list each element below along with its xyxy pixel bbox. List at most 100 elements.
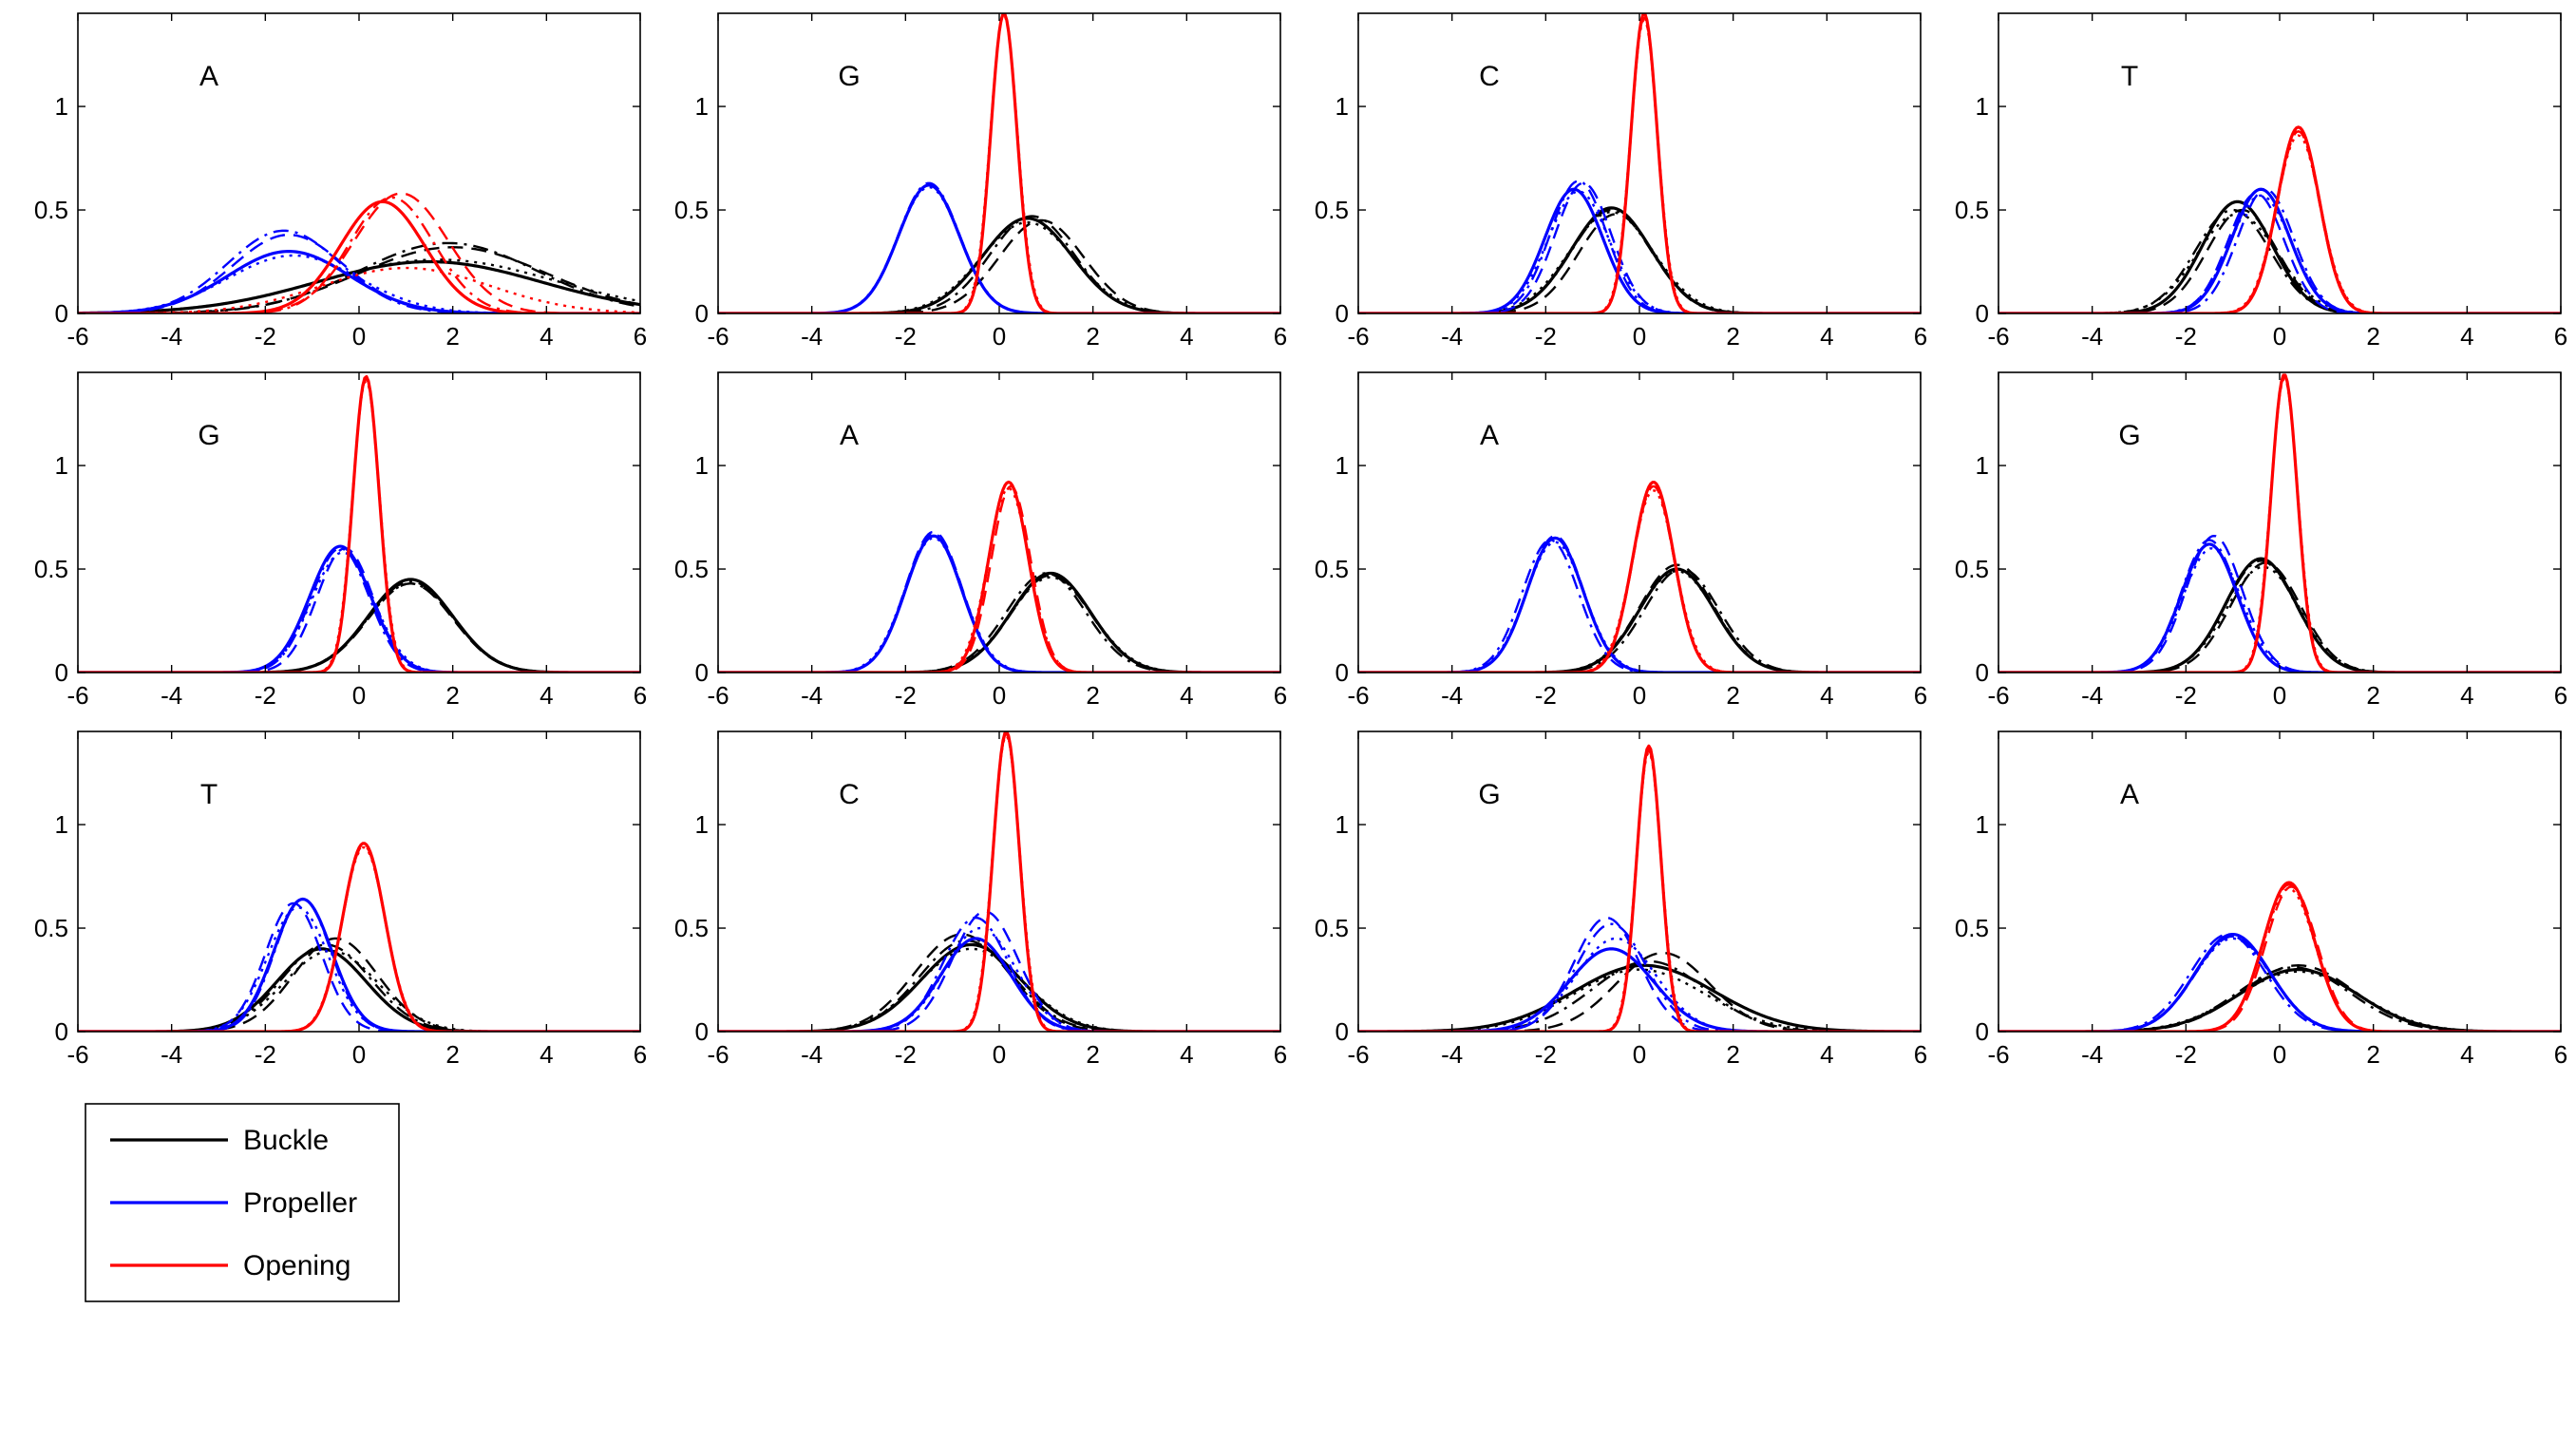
series-opening-dashed: [1998, 373, 2561, 673]
x-tick-label: 6: [1274, 322, 1287, 351]
panel-label: A: [199, 61, 218, 92]
panel-label: G: [838, 61, 860, 92]
subplot-8: -6 -4 -2 0 2 4 6 0 0.5 1 G: [1955, 371, 2567, 710]
x-tick-label: -2: [255, 681, 276, 710]
y-tick-label: 1: [55, 92, 68, 121]
y-tick-label: 0: [55, 1017, 68, 1046]
x-tick-label: -2: [2175, 1040, 2197, 1069]
series-propeller-dashed: [78, 234, 640, 313]
x-tick-label: 6: [634, 322, 647, 351]
series-buckle-dashdot: [1998, 208, 2561, 313]
x-tick-label: -6: [707, 681, 729, 710]
series-opening-dashed: [1998, 885, 2561, 1032]
series-propeller-dotted: [718, 537, 1280, 673]
x-tick-label: 6: [1274, 681, 1287, 710]
x-tick-label: 0: [993, 322, 1006, 351]
series-propeller-dotted: [1998, 547, 2561, 673]
series-buckle-dotted: [1358, 968, 1921, 1032]
x-tick-label: -6: [1347, 681, 1369, 710]
subplot-7: -6 -4 -2 0 2 4 6 0 0.5 1 A: [1315, 371, 1927, 710]
x-tick-label: -2: [895, 681, 917, 710]
x-tick-label: -2: [2175, 681, 2197, 710]
subplot-3: -6 -4 -2 0 2 4 6 0 0.5 1 C: [1315, 12, 1927, 351]
x-tick-label: 0: [1633, 322, 1646, 351]
x-tick-label: 6: [1914, 1040, 1927, 1069]
series-buckle-dashdot: [1358, 208, 1921, 313]
x-tick-label: 4: [2460, 322, 2473, 351]
x-tick-label: 2: [1726, 1040, 1739, 1069]
y-tick-label: 1: [1976, 92, 1989, 121]
x-tick-label: -4: [801, 1040, 823, 1069]
series-propeller-dotted: [1358, 190, 1921, 313]
series-propeller-dashed: [78, 901, 640, 1032]
series-propeller-dashdot: [1998, 933, 2561, 1032]
x-tick-label: -6: [1987, 322, 2009, 351]
panel-label: C: [839, 779, 860, 810]
x-tick-label: 2: [2366, 322, 2379, 351]
x-tick-label: 4: [540, 681, 553, 710]
series-propeller-dotted: [718, 926, 1280, 1032]
series-opening-dashdot: [718, 481, 1280, 673]
series-propeller-dotted: [78, 254, 640, 313]
x-tick-label: -2: [2175, 322, 2197, 351]
panel-label: T: [2121, 61, 2138, 92]
x-tick-label: -4: [2081, 1040, 2103, 1069]
panel-label: A: [840, 420, 859, 451]
series-propeller-dashdot: [1358, 922, 1921, 1032]
x-tick-label: 4: [2460, 1040, 2473, 1069]
series-buckle-dashed: [78, 246, 640, 313]
x-tick-label: 4: [1180, 1040, 1193, 1069]
y-tick-label: 0.5: [1955, 196, 1989, 224]
series-opening-dotted: [1998, 134, 2561, 313]
y-tick-label: 0.5: [34, 555, 68, 583]
x-tick-label: -6: [1347, 1040, 1369, 1069]
x-tick-label: 0: [352, 681, 366, 710]
subplot-11: -6 -4 -2 0 2 4 6 0 0.5 1 G: [1315, 730, 1927, 1069]
x-tick-label: 2: [1726, 681, 1739, 710]
x-tick-label: -6: [1347, 322, 1369, 351]
x-tick-label: 2: [445, 681, 459, 710]
x-tick-label: -4: [2081, 322, 2103, 351]
x-tick-label: 2: [2366, 681, 2379, 710]
x-tick-label: 2: [1086, 322, 1099, 351]
x-tick-label: 6: [1274, 1040, 1287, 1069]
y-tick-label: 1: [1335, 92, 1349, 121]
y-tick-label: 0: [695, 1017, 709, 1046]
legend-label-buckle: Buckle: [243, 1125, 329, 1156]
series-buckle-dotted: [1998, 213, 2561, 313]
x-tick-label: -4: [161, 322, 182, 351]
series-opening-dotted: [1998, 378, 2561, 673]
x-tick-label: 0: [2273, 1040, 2286, 1069]
series-propeller-dotted: [718, 185, 1280, 313]
panel-label: C: [1479, 61, 1500, 92]
series-propeller-dashed: [1998, 192, 2561, 313]
x-tick-label: 0: [352, 322, 366, 351]
x-tick-label: 2: [1086, 1040, 1099, 1069]
y-tick-label: 1: [695, 451, 709, 480]
y-tick-label: 0.5: [1315, 196, 1349, 224]
series-opening-dashdot: [78, 842, 640, 1032]
x-tick-label: -2: [1535, 1040, 1557, 1069]
x-tick-label: 0: [1633, 681, 1646, 710]
series-buckle-dotted: [1998, 565, 2561, 673]
x-tick-label: 4: [540, 322, 553, 351]
y-tick-label: 0.5: [34, 196, 68, 224]
series-opening-solid: [1998, 881, 2561, 1032]
x-tick-label: 6: [2554, 681, 2567, 710]
x-tick-label: -2: [895, 322, 917, 351]
y-tick-label: 1: [1335, 810, 1349, 839]
y-tick-label: 0: [695, 658, 709, 687]
x-tick-label: 2: [1726, 322, 1739, 351]
x-tick-label: -6: [1987, 681, 2009, 710]
x-tick-label: 4: [1820, 322, 1833, 351]
subplot-6: -6 -4 -2 0 2 4 6 0 0.5 1 A: [674, 371, 1287, 710]
series-opening-dotted: [1358, 19, 1921, 313]
x-tick-label: 4: [2460, 681, 2473, 710]
y-tick-label: 0.5: [1955, 555, 1989, 583]
series-opening-solid: [1998, 125, 2561, 313]
x-tick-label: -4: [161, 1040, 182, 1069]
x-tick-label: -2: [255, 1040, 276, 1069]
x-tick-label: -6: [707, 322, 729, 351]
x-tick-label: 0: [1633, 1040, 1646, 1069]
x-tick-label: 4: [1820, 1040, 1833, 1069]
